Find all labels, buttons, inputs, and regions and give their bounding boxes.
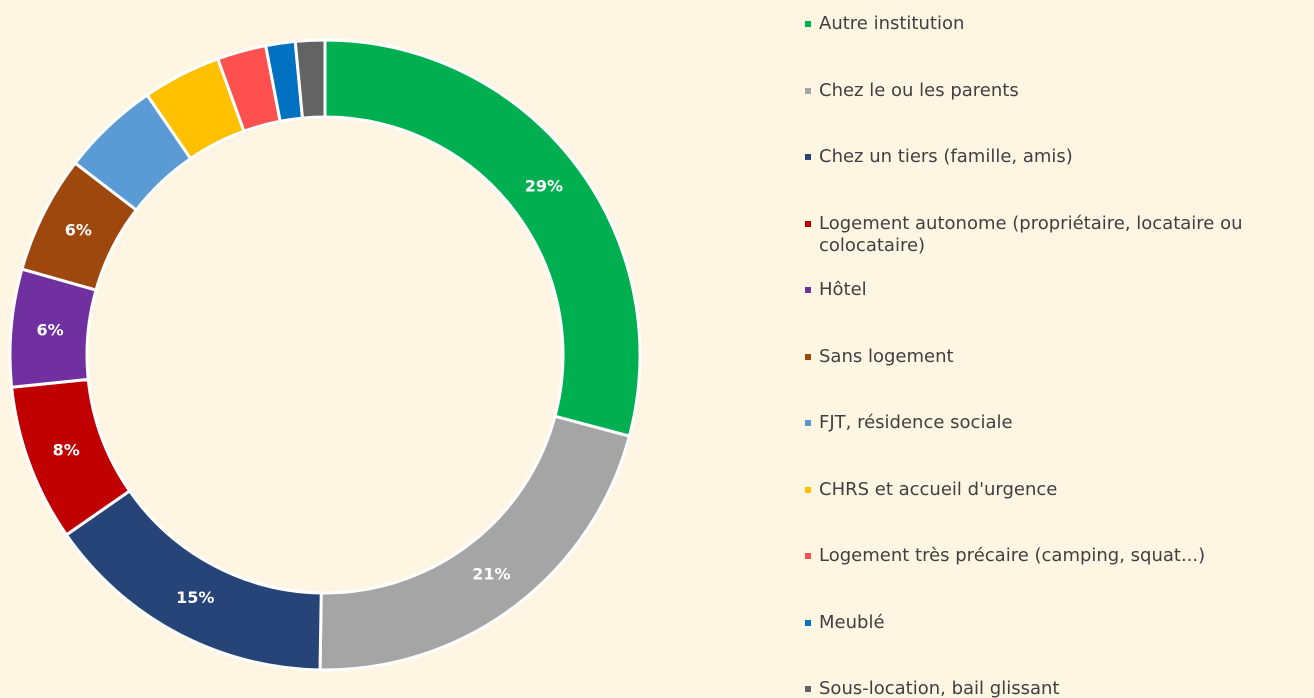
legend-item: Sous-location, bail glissant [805, 678, 1310, 698]
donut-slice [64, 488, 323, 672]
legend-swatch [805, 220, 811, 227]
legend-swatch [805, 87, 811, 94]
data-label: 6% [36, 321, 63, 340]
legend-swatch [805, 686, 811, 692]
legend-label: CHRS et accueil d'urgence [819, 478, 1058, 500]
legend-label: Logement très précaire (camping, squat..… [819, 545, 1206, 566]
legend-label: Meublé [819, 611, 885, 633]
data-label: 29% [525, 176, 563, 195]
legend-item: Chez le ou les parents [805, 80, 1310, 102]
data-label: 6% [65, 221, 92, 240]
legend-item: Logement très précaire (camping, squat..… [805, 545, 1310, 567]
legend-swatch [805, 553, 811, 559]
legend-label: Autre institution [819, 13, 965, 34]
legend-swatch [805, 287, 811, 293]
donut-slice [323, 38, 642, 438]
donut: 29% 21% 15% 8% 6% 6% [8, 38, 642, 672]
legend-item: Logement autonome (propriétaire, locatai… [805, 213, 1310, 257]
legend-item: Hôtel [805, 279, 1310, 301]
legend-item: FJT, résidence sociale [805, 412, 1310, 434]
legend-item: Sans logement [805, 346, 1310, 368]
legend-item: Meublé [805, 612, 1310, 634]
legend-label: FJT, résidence sociale [819, 412, 1013, 433]
data-label: 21% [472, 565, 510, 584]
legend-swatch [805, 21, 811, 27]
legend-swatch [805, 154, 811, 160]
data-label: 8% [53, 440, 80, 459]
legend-swatch [805, 420, 811, 426]
legend-item: CHRS et accueil d'urgence [805, 479, 1310, 501]
donut-slice [293, 38, 327, 120]
legend-label: Logement autonome (propriétaire, locatai… [819, 212, 1243, 256]
legend-label: Chez un tiers (famille, amis) [819, 146, 1073, 167]
legend-item: Autre institution [805, 13, 1310, 35]
data-label: 15% [176, 588, 214, 607]
donut-slice [318, 414, 632, 672]
legend-item: Chez un tiers (famille, amis) [805, 146, 1310, 168]
legend-label: Sans logement [819, 345, 954, 367]
legend-label: Hôtel [819, 279, 867, 300]
legend-label: Chez le ou les parents [819, 79, 1019, 101]
legend-swatch [805, 486, 811, 493]
legend-swatch [805, 619, 811, 626]
legend-label: Sous-location, bail glissant [819, 678, 1060, 698]
legend-swatch [805, 353, 811, 360]
